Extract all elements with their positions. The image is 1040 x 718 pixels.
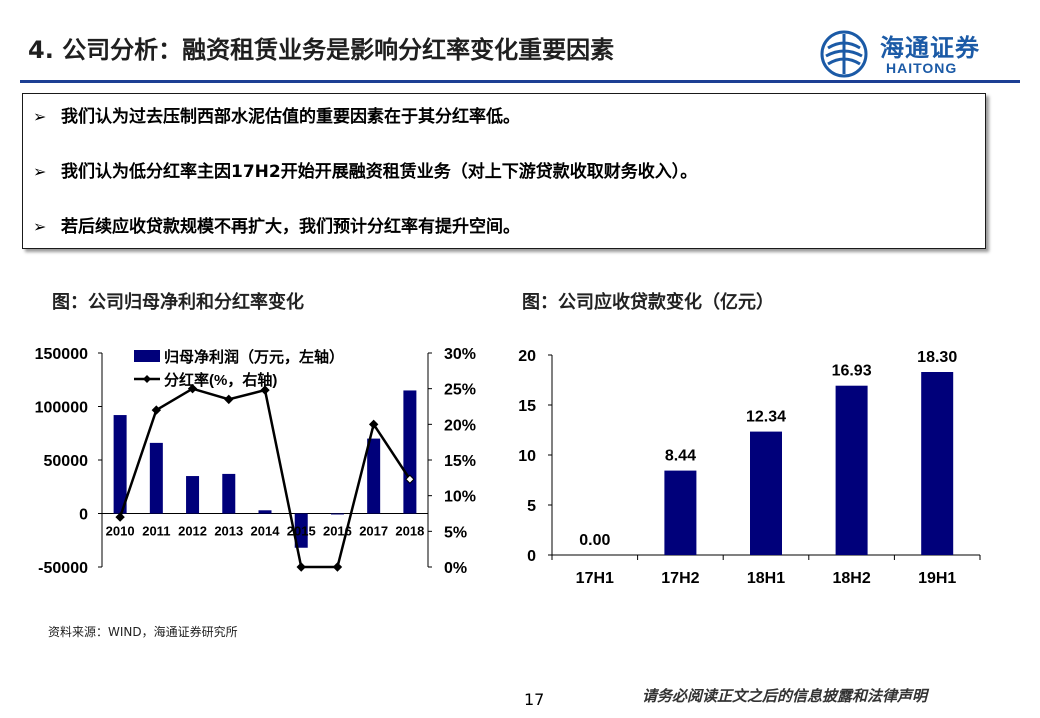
left-y-tick-label: 150000 [35,346,88,363]
bullet-item: ➢ 若后续应收贷款规模不再扩大，我们预计分红率有提升空间。 [33,212,520,237]
bullet-text: 若后续应收贷款规模不再扩大，我们预计分红率有提升空间。 [61,217,520,237]
profit-bar [403,390,417,514]
haitong-logo-icon [820,30,868,78]
haitong-logo: 海通证券 HAITONG [818,28,1018,80]
logo-text-cn: 海通证券 [880,34,980,62]
x-tick-label: 17H2 [661,570,699,587]
bullet-arrow-icon: ➢ [33,217,47,236]
dividend-point [224,394,234,405]
receivable-bar [664,470,697,555]
y-tick-label: 0 [527,548,536,565]
receivable-bar [835,385,868,555]
right-y-tick-label: 30% [444,346,476,363]
x-tick-label: 2015 [287,524,316,539]
x-tick-label: 2013 [214,524,243,539]
chart-left-title: 图：公司归母净利和分红率变化 [52,292,304,313]
y-tick-label: 20 [518,348,536,365]
x-tick-label: 2011 [142,524,170,539]
profit-bar [222,473,236,514]
left-y-tick-label: 0 [79,507,88,524]
bullet-box: ➢ 我们认为过去压制西部水泥估值的重要因素在于其分红率低。 ➢ 我们认为低分红率主因… [22,93,986,249]
profit-dividend-chart: -50000 0 50000 100000 150000 0% 5% 10% 15% 20% 25%… [35,346,476,577]
right-y-tick-label: 25% [444,382,476,399]
x-tick-label: 2012 [178,524,207,539]
bullet-item: ➢ 我们认为低分红率主因17H2开始开展融资租赁业务（对上下游贷款收取财务收入）。 [33,157,697,182]
bar-value-label: 8.44 [665,448,696,465]
x-tick-label: 18H2 [832,570,870,587]
x-tick-label: 19H1 [918,570,956,587]
logo-text-en: HAITONG [886,60,958,76]
x-tick-label: 2010 [106,524,135,539]
dividend-point [368,419,379,430]
page-number: 17 [524,690,545,709]
profit-bar [258,510,272,514]
bar-value-label: 12.34 [746,409,786,426]
x-tick-label: 2017 [359,524,388,539]
right-y-tick-label: 0% [444,560,467,577]
profit-bar [367,438,381,514]
receivables-chart: 0 5 10 15 20 0.00 17H1 8.44 17H2 12.34 18H1 16.93 18… [518,348,981,587]
x-tick-label: 17H1 [576,570,614,587]
profit-bar [186,476,200,514]
left-y-tick-label: 50000 [44,453,89,470]
legend-line-marker [143,375,151,383]
bar-value-label: 0.00 [579,532,610,549]
bullet-arrow-icon: ➢ [33,107,47,126]
dividend-line [118,387,411,569]
dividend-point [115,512,125,522]
profit-bar [149,442,163,514]
legend-line-label: 分红率(%，右轴) [164,371,277,389]
title-rule [20,80,1020,83]
dividend-point [260,385,270,395]
bar-value-label: 16.93 [832,363,872,380]
receivable-bar [750,431,782,555]
y-tick-label: 10 [518,448,536,465]
right-y-tick-label: 10% [444,489,476,506]
dividend-point [151,405,162,415]
page-title: 4. 公司分析：融资租赁业务是影响分红率变化重要因素 [28,36,615,64]
x-tick-label: 18H1 [747,570,785,587]
chart-right-title: 图：公司应收贷款变化（亿元） [522,292,774,313]
x-tick-label: 2014 [251,524,281,539]
profit-bar [113,415,127,514]
profit-bar [330,513,344,515]
y-tick-label: 15 [518,398,536,415]
dividend-point [187,383,198,394]
y-tick-label: 5 [527,498,536,515]
bullet-arrow-icon: ➢ [33,162,47,181]
bullet-item: ➢ 我们认为过去压制西部水泥估值的重要因素在于其分红率低。 [33,102,520,127]
right-y-tick-label: 15% [444,453,476,470]
receivable-bar [921,372,954,555]
disclaimer: 请务必阅读正文之后的信息披露和法律声明 [642,687,928,705]
left-y-tick-label: -50000 [38,560,88,577]
source-note: 资料来源：WIND，海通证券研究所 [48,625,238,639]
bar-value-label: 18.30 [917,349,957,366]
dividend-point [405,474,415,484]
bullet-text: 我们认为低分红率主因17H2开始开展融资租赁业务（对上下游贷款收取财务收入）。 [61,162,698,182]
legend-bar-label: 归母净利润（万元，左轴） [164,348,344,366]
dividend-point [332,562,343,572]
legend-bar-swatch [134,350,160,362]
left-y-tick-label: 100000 [35,400,88,417]
x-tick-label: 2018 [395,524,424,539]
profit-bar [294,513,308,548]
right-y-tick-label: 5% [444,524,467,541]
bullet-text: 我们认为过去压制西部水泥估值的重要因素在于其分红率低。 [61,107,520,127]
dividend-point [296,562,306,572]
right-y-tick-label: 20% [444,417,476,434]
